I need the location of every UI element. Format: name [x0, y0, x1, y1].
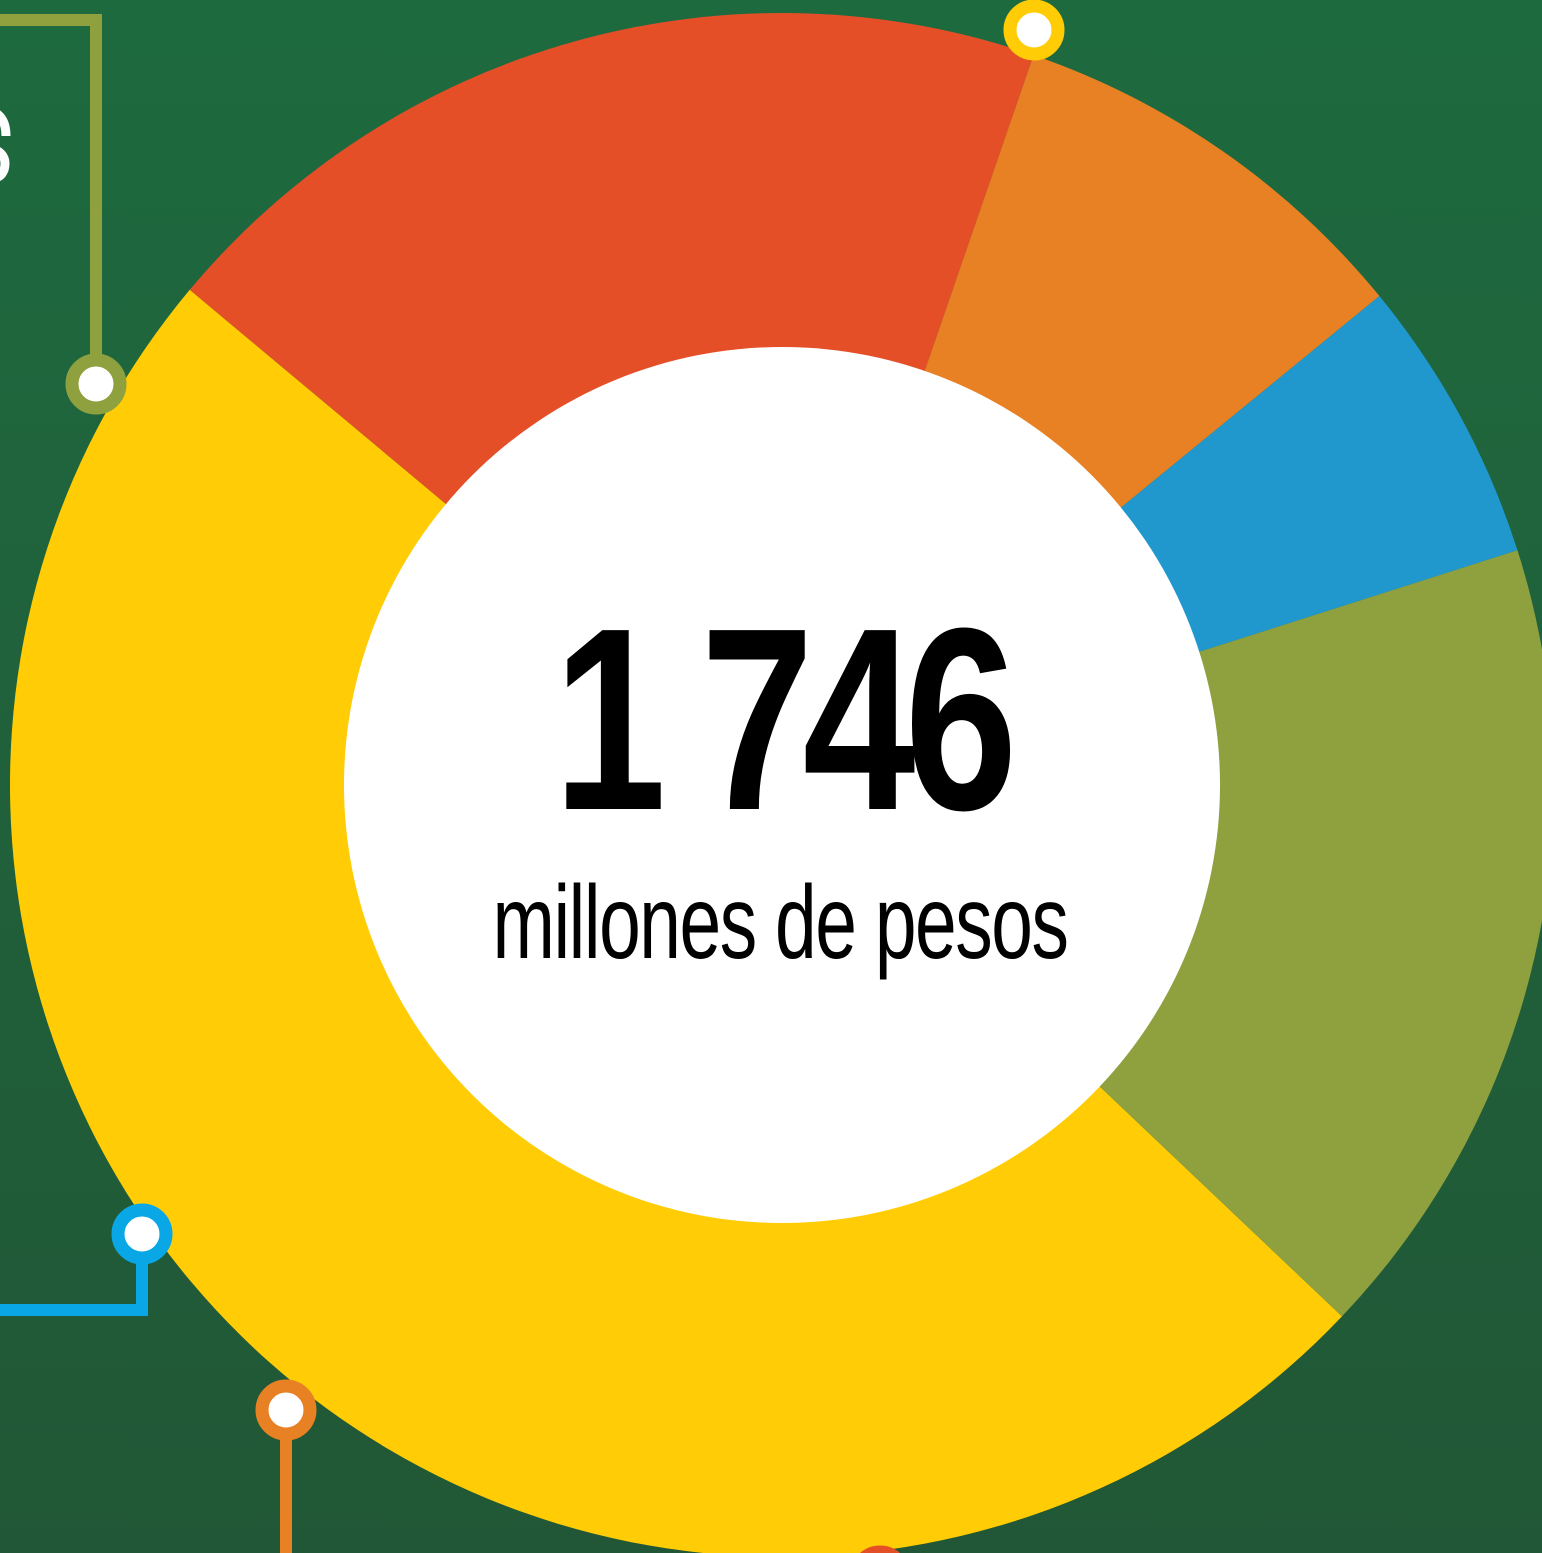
marker-orange [255, 1379, 317, 1441]
connector-blue-line [0, 1262, 148, 1316]
connector-lines [0, 14, 292, 1553]
total-value: 1 746 [553, 575, 1018, 865]
connector-olive-line [0, 14, 102, 360]
donut-hole [344, 347, 1220, 1223]
cropped-text-fragment [0, 110, 11, 181]
marker-yellow [1003, 0, 1065, 61]
total-unit: millones de pesos [492, 865, 1069, 981]
marker-olive [65, 353, 127, 415]
marker-blue [111, 1203, 173, 1265]
connector-markers [65, 0, 1065, 1553]
total-label: 1 746 millones de pesos [340, 575, 1220, 981]
